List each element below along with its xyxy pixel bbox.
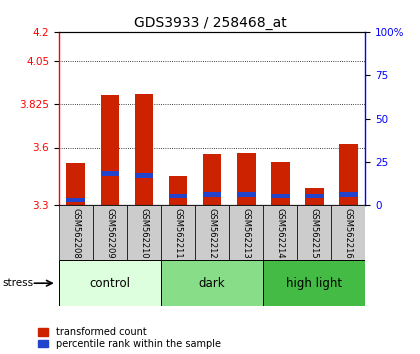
Bar — [203, 192, 221, 197]
Bar — [271, 194, 290, 198]
Bar — [203, 154, 221, 205]
Text: control: control — [89, 277, 130, 290]
Bar — [305, 188, 324, 205]
Text: GSM562214: GSM562214 — [276, 208, 285, 259]
Text: GSM562210: GSM562210 — [139, 208, 148, 259]
Bar — [100, 96, 119, 205]
Text: GSM562212: GSM562212 — [207, 208, 217, 259]
Bar — [169, 176, 187, 205]
Bar — [331, 205, 365, 260]
Bar — [66, 198, 85, 202]
Bar — [100, 171, 119, 176]
Bar — [237, 192, 255, 197]
Text: GSM562213: GSM562213 — [241, 208, 251, 259]
Bar — [297, 205, 331, 260]
Bar — [339, 192, 358, 197]
Bar — [263, 205, 297, 260]
Bar — [134, 95, 153, 205]
Bar — [93, 205, 127, 260]
Bar — [305, 194, 324, 198]
Bar — [271, 162, 290, 205]
Text: GSM562211: GSM562211 — [173, 208, 183, 259]
Bar — [59, 260, 161, 306]
Text: dark: dark — [199, 277, 226, 290]
Text: GSM562215: GSM562215 — [310, 208, 319, 259]
Bar — [161, 260, 263, 306]
Text: high light: high light — [286, 277, 342, 290]
Text: GSM562208: GSM562208 — [71, 208, 80, 259]
Bar — [161, 205, 195, 260]
Bar — [263, 260, 365, 306]
Bar — [237, 153, 255, 205]
Bar — [134, 173, 153, 178]
Bar — [195, 205, 229, 260]
Bar — [66, 163, 85, 205]
Bar — [339, 144, 358, 205]
Bar — [169, 194, 187, 198]
Legend: transformed count, percentile rank within the sample: transformed count, percentile rank withi… — [39, 327, 221, 349]
Bar — [127, 205, 161, 260]
Text: GSM562216: GSM562216 — [344, 208, 353, 259]
Bar — [229, 205, 263, 260]
Text: GDS3933 / 258468_at: GDS3933 / 258468_at — [134, 16, 286, 30]
Text: stress: stress — [2, 278, 33, 288]
Bar — [59, 205, 93, 260]
Text: GSM562209: GSM562209 — [105, 208, 114, 259]
